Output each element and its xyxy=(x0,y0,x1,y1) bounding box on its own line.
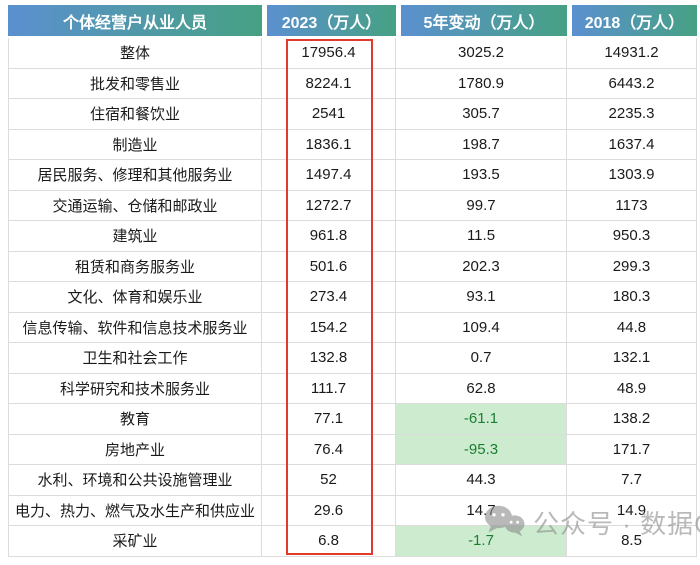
category-cell: 住宿和餐饮业 xyxy=(8,99,262,130)
value-2018-cell: 7.7 xyxy=(567,465,697,496)
value-2018-cell: 1303.9 xyxy=(567,160,697,191)
value-2018-cell: 138.2 xyxy=(567,404,697,435)
value-2018-cell: 8.5 xyxy=(567,526,697,557)
category-cell: 卫生和社会工作 xyxy=(8,343,262,374)
value-2023-cell: 2541 xyxy=(262,99,396,130)
category-cell: 整体 xyxy=(8,38,262,69)
table-row: 制造业 1836.1 198.7 1637.4 xyxy=(8,129,697,160)
table-row: 科学研究和技术服务业 111.7 62.8 48.9 xyxy=(8,373,697,404)
table-body: 整体 17956.4 3025.2 14931.2 批发和零售业 8224.1 … xyxy=(8,38,697,557)
employment-data-table: 个体经营户从业人员 2023（万人） 5年变动（万人） 2018（万人） 整体 … xyxy=(8,5,697,557)
value-2023-cell: 8224.1 xyxy=(262,68,396,99)
category-cell: 租赁和商务服务业 xyxy=(8,251,262,282)
value-2018-cell: 6443.2 xyxy=(567,68,697,99)
value-2023-cell: 76.4 xyxy=(262,434,396,465)
table-row: 租赁和商务服务业 501.6 202.3 299.3 xyxy=(8,251,697,282)
value-2023-cell: 52 xyxy=(262,465,396,496)
value-2023-cell: 1272.7 xyxy=(262,190,396,221)
change-5y-cell: -61.1 xyxy=(396,404,567,435)
category-cell: 房地产业 xyxy=(8,434,262,465)
table-row: 整体 17956.4 3025.2 14931.2 xyxy=(8,38,697,69)
table-row: 房地产业 76.4 -95.3 171.7 xyxy=(8,434,697,465)
value-2023-cell: 6.8 xyxy=(262,526,396,557)
value-2018-cell: 171.7 xyxy=(567,434,697,465)
value-2018-cell: 2235.3 xyxy=(567,99,697,130)
table-row: 居民服务、修理和其他服务业 1497.4 193.5 1303.9 xyxy=(8,160,697,191)
table-row: 教育 77.1 -61.1 138.2 xyxy=(8,404,697,435)
value-2018-cell: 48.9 xyxy=(567,373,697,404)
value-2023-cell: 132.8 xyxy=(262,343,396,374)
table-row: 卫生和社会工作 132.8 0.7 132.1 xyxy=(8,343,697,374)
value-2023-cell: 154.2 xyxy=(262,312,396,343)
change-5y-cell: 11.5 xyxy=(396,221,567,252)
change-5y-cell: 202.3 xyxy=(396,251,567,282)
category-cell: 水利、环境和公共设施管理业 xyxy=(8,465,262,496)
change-5y-cell: 62.8 xyxy=(396,373,567,404)
category-cell: 建筑业 xyxy=(8,221,262,252)
category-cell: 科学研究和技术服务业 xyxy=(8,373,262,404)
category-cell: 教育 xyxy=(8,404,262,435)
value-2023-cell: 77.1 xyxy=(262,404,396,435)
change-5y-cell: 3025.2 xyxy=(396,38,567,69)
value-2023-cell: 501.6 xyxy=(262,251,396,282)
table-row: 电力、热力、燃气及水生产和供应业 29.6 14.7 14.9 xyxy=(8,495,697,526)
change-5y-cell: 305.7 xyxy=(396,99,567,130)
category-cell: 采矿业 xyxy=(8,526,262,557)
value-2023-cell: 17956.4 xyxy=(262,38,396,69)
value-2023-cell: 1497.4 xyxy=(262,160,396,191)
category-cell: 批发和零售业 xyxy=(8,68,262,99)
change-5y-cell: 14.7 xyxy=(396,495,567,526)
header-2023: 2023（万人） xyxy=(262,5,396,38)
change-5y-cell: 198.7 xyxy=(396,129,567,160)
category-cell: 电力、热力、燃气及水生产和供应业 xyxy=(8,495,262,526)
value-2018-cell: 950.3 xyxy=(567,221,697,252)
header-5y-change: 5年变动（万人） xyxy=(396,5,567,38)
value-2018-cell: 180.3 xyxy=(567,282,697,313)
category-cell: 交通运输、仓储和邮政业 xyxy=(8,190,262,221)
value-2023-cell: 1836.1 xyxy=(262,129,396,160)
value-2018-cell: 132.1 xyxy=(567,343,697,374)
header-2018: 2018（万人） xyxy=(567,5,697,38)
table-row: 文化、体育和娱乐业 273.4 93.1 180.3 xyxy=(8,282,697,313)
table-row: 水利、环境和公共设施管理业 52 44.3 7.7 xyxy=(8,465,697,496)
table-row: 批发和零售业 8224.1 1780.9 6443.2 xyxy=(8,68,697,99)
change-5y-cell: -95.3 xyxy=(396,434,567,465)
table-row: 住宿和餐饮业 2541 305.7 2235.3 xyxy=(8,99,697,130)
value-2018-cell: 299.3 xyxy=(567,251,697,282)
change-5y-cell: 1780.9 xyxy=(396,68,567,99)
header-row: 个体经营户从业人员 2023（万人） 5年变动（万人） 2018（万人） xyxy=(8,5,697,38)
change-5y-cell: 0.7 xyxy=(396,343,567,374)
category-cell: 居民服务、修理和其他服务业 xyxy=(8,160,262,191)
value-2018-cell: 1637.4 xyxy=(567,129,697,160)
table-row: 交通运输、仓储和邮政业 1272.7 99.7 1173 xyxy=(8,190,697,221)
value-2018-cell: 14931.2 xyxy=(567,38,697,69)
value-2023-cell: 111.7 xyxy=(262,373,396,404)
value-2018-cell: 1173 xyxy=(567,190,697,221)
table-row: 建筑业 961.8 11.5 950.3 xyxy=(8,221,697,252)
change-5y-cell: 44.3 xyxy=(396,465,567,496)
change-5y-cell: 99.7 xyxy=(396,190,567,221)
value-2018-cell: 14.9 xyxy=(567,495,697,526)
change-5y-cell: 193.5 xyxy=(396,160,567,191)
table-header: 个体经营户从业人员 2023（万人） 5年变动（万人） 2018（万人） xyxy=(8,5,697,38)
value-2023-cell: 273.4 xyxy=(262,282,396,313)
table-row: 信息传输、软件和信息技术服务业 154.2 109.4 44.8 xyxy=(8,312,697,343)
category-cell: 信息传输、软件和信息技术服务业 xyxy=(8,312,262,343)
value-2023-cell: 961.8 xyxy=(262,221,396,252)
category-cell: 制造业 xyxy=(8,129,262,160)
change-5y-cell: -1.7 xyxy=(396,526,567,557)
value-2023-cell: 29.6 xyxy=(262,495,396,526)
table-row: 采矿业 6.8 -1.7 8.5 xyxy=(8,526,697,557)
change-5y-cell: 109.4 xyxy=(396,312,567,343)
category-cell: 文化、体育和娱乐业 xyxy=(8,282,262,313)
header-category: 个体经营户从业人员 xyxy=(8,5,262,38)
change-5y-cell: 93.1 xyxy=(396,282,567,313)
value-2018-cell: 44.8 xyxy=(567,312,697,343)
